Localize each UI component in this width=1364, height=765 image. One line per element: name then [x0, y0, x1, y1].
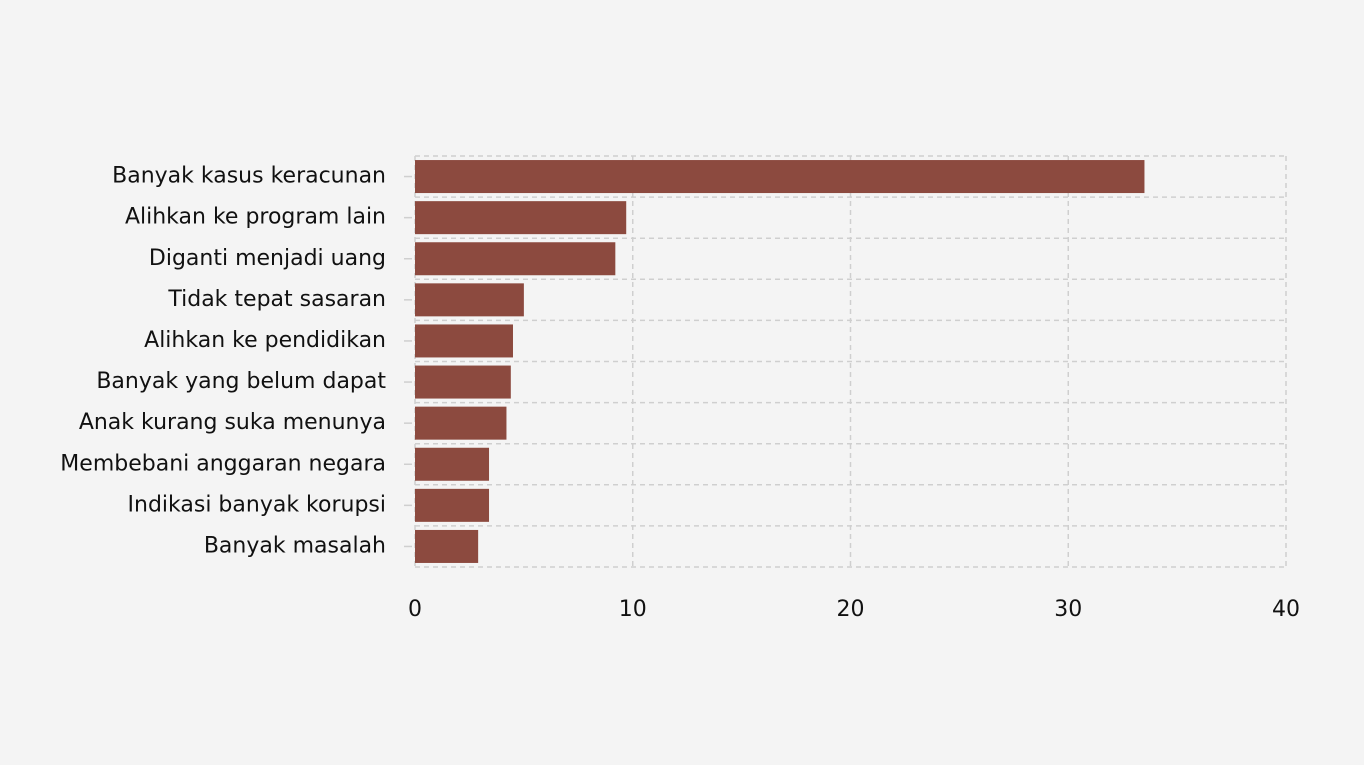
bar — [415, 488, 490, 522]
bar — [415, 160, 1145, 194]
x-tick-label: 40 — [1272, 597, 1300, 622]
y-tick-label: Tidak tepat sasaran — [167, 287, 386, 312]
y-tick-label: Membebani anggaran negara — [60, 451, 386, 476]
y-tick-label: Diganti menjadi uang — [149, 246, 386, 271]
y-tick-label: Anak kurang suka menunya — [79, 410, 386, 435]
bar — [415, 242, 616, 276]
x-tick-label: 30 — [1054, 597, 1082, 622]
bar — [415, 365, 511, 399]
bar — [415, 283, 524, 317]
y-tick-label: Banyak masalah — [204, 533, 386, 558]
y-tick-label: Alihkan ke program lain — [125, 205, 386, 230]
x-tick-label: 10 — [619, 597, 647, 622]
y-tick-label: Alihkan ke pendidikan — [144, 328, 386, 353]
bar — [415, 529, 479, 563]
y-tick-label: Indikasi banyak korupsi — [128, 492, 386, 517]
y-tick-label: Banyak yang belum dapat — [96, 369, 386, 394]
x-tick-label: 20 — [837, 597, 865, 622]
bar — [415, 447, 490, 481]
x-tick-label: 0 — [408, 597, 422, 622]
y-tick-label: Banyak kasus keracunan — [112, 164, 386, 189]
bar — [415, 406, 507, 440]
bar — [415, 324, 513, 358]
bar — [415, 201, 627, 235]
